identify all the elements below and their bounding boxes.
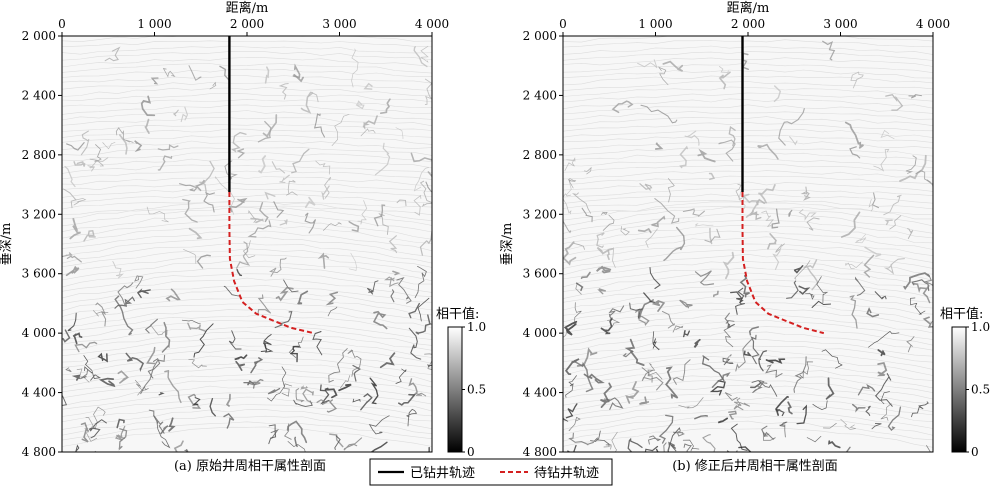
a-xtick-label: 3 000 [322, 17, 356, 31]
a-ytick-label: 2 400 [22, 88, 56, 102]
b-ytick-label: 4 800 [523, 445, 557, 459]
a-reflector-bands [62, 36, 432, 447]
a-xtick-label: 1 000 [137, 17, 171, 31]
b-ytick-label: 4 000 [523, 326, 557, 340]
b-ytick-label: 4 400 [523, 386, 557, 400]
a-xtick-label: 0 [58, 17, 66, 31]
a-colorbar-label: 0 [467, 445, 475, 459]
b-coherence-texture [563, 36, 933, 452]
a-ytick-label: 4 000 [22, 326, 56, 340]
b-reflector-bands [563, 36, 933, 448]
a-xtick-label: 4 000 [415, 17, 449, 31]
a-ytick-label: 4 800 [22, 445, 56, 459]
b-xtick-label: 2 000 [731, 17, 765, 31]
a-fracture-traces [62, 45, 432, 452]
b-xtick-label: 4 000 [916, 17, 950, 31]
legend-drilled-label: 已钻井轨迹 [410, 466, 475, 481]
b-xtick-label: 3 000 [823, 17, 857, 31]
b-colorbar-label: 1.0 [971, 320, 990, 334]
a-ytick-label: 4 400 [22, 386, 56, 400]
a-y-axis-label: 垂深/m [0, 223, 14, 266]
a-colorbar-label: 0.5 [467, 383, 486, 397]
a-ytick-label: 2 000 [22, 29, 56, 43]
a-colorbar-title: 相干值: [436, 306, 479, 322]
b-xtick-label: 0 [559, 17, 567, 31]
panel-a-caption: (a) 原始井周相干属性剖面 [174, 459, 326, 474]
b-xtick-label: 1 000 [638, 17, 672, 31]
b-ytick-label: 2 000 [523, 29, 557, 43]
b-y-axis-label: 垂深/m [500, 223, 515, 266]
legend: 已钻井轨迹 待钻井轨迹 [369, 458, 613, 486]
a-ytick-label: 3 600 [22, 267, 56, 281]
a-coherence-texture [62, 36, 432, 452]
b-colorbar-title: 相干值: [940, 306, 983, 322]
legend-planned-label: 待钻井轨迹 [534, 466, 599, 481]
b-x-axis-label: 距离/m [727, 0, 770, 16]
b-planned-trajectory [741, 192, 825, 335]
a-x-axis-label: 距离/m [226, 0, 269, 16]
a-colorbar [447, 326, 463, 453]
a-ytick-label: 2 800 [22, 148, 56, 162]
b-colorbar-label: 0.5 [971, 383, 990, 397]
panel-b-caption: (b) 修正后井周相干属性剖面 [672, 459, 838, 474]
b-ytick-label: 2 800 [523, 148, 557, 162]
b-ytick-label: 3 600 [523, 267, 557, 281]
a-ytick-label: 3 200 [22, 207, 56, 221]
a-colorbar-label: 1.0 [467, 320, 486, 334]
b-ytick-label: 3 200 [523, 207, 557, 221]
legend-box [369, 458, 613, 486]
b-colorbar-label: 0 [971, 445, 979, 459]
b-colorbar [951, 326, 967, 453]
a-planned-trajectory [228, 192, 314, 335]
a-xtick-label: 2 000 [230, 17, 264, 31]
b-ytick-label: 2 400 [523, 88, 557, 102]
b-fracture-traces [563, 40, 933, 452]
